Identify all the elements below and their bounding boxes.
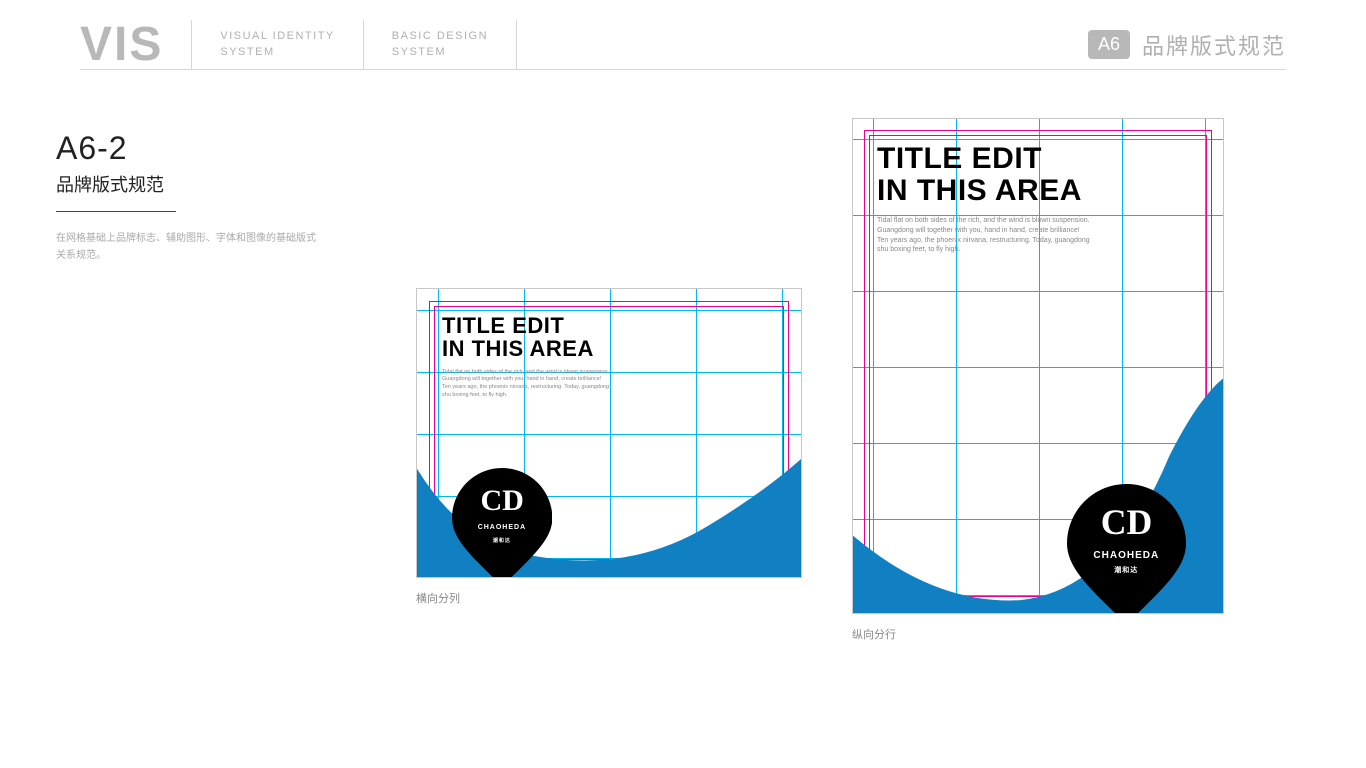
mockup-body-line3: Ten years ago, the phoenix nirvana, rest… xyxy=(442,384,609,392)
vis-logo: VIS xyxy=(80,20,192,70)
header-col2-line2: SYSTEM xyxy=(392,45,488,60)
svg-text:CD: CD xyxy=(480,483,523,517)
mockup-body-line3: Ten years ago, the phoenix nirvana, rest… xyxy=(877,236,1090,246)
mockup-body-line1: Tidal flat on both sides of the rich, an… xyxy=(877,216,1090,226)
header-col-basic: BASIC DESIGN SYSTEM xyxy=(364,20,517,70)
mockup-title: TITLE EDITIN THIS AREA xyxy=(877,143,1082,206)
mockup-body-line2: Guangdong will together with you, hand i… xyxy=(877,226,1090,236)
caption-vertical: 纵向分行 xyxy=(852,626,896,642)
mockup-title-line1: TITLE EDIT xyxy=(877,143,1082,175)
caption-horizontal: 横向分列 xyxy=(416,590,460,606)
header-col1-line2: SYSTEM xyxy=(220,45,334,60)
section-title: 品牌版式规范 xyxy=(1142,29,1286,61)
mockup-body: Tidal flat on both sides of the rich, an… xyxy=(442,369,609,400)
svg-text:CD: CD xyxy=(1101,502,1153,542)
layout-mockup-vertical: CD CHAOHEDA 潮和达 TITLE EDITIN THIS AREA Tidal… xyxy=(852,118,1224,614)
brand-name-cn: 潮和达 xyxy=(1067,565,1186,575)
mockup-title: TITLE EDITIN THIS AREA xyxy=(442,314,594,360)
page-code: A6-2 xyxy=(56,130,336,167)
layout-mockup-horizontal: CD CHAOHEDA 潮和达 TITLE EDITIN THIS AREA Tidal… xyxy=(416,288,802,578)
mockup-body-line1: Tidal flat on both sides of the rich, an… xyxy=(442,369,609,377)
page-description: 在网格基础上品牌标志、辅助图形、字体和图像的基础版式关系规范。 xyxy=(56,230,316,264)
header-col2-line1: BASIC DESIGN xyxy=(392,29,488,44)
header-col1-line1: VISUAL IDENTITY xyxy=(220,29,334,44)
brand-name-en: CHAOHEDA xyxy=(1067,550,1186,561)
brand-pin-icon: CD CHAOHEDA 潮和达 xyxy=(1067,484,1186,614)
mockup-title-line2: IN THIS AREA xyxy=(877,175,1082,207)
page-header: VIS VISUAL IDENTITY SYSTEM BASIC DESIGN … xyxy=(80,20,1286,70)
mockup-title-line1: TITLE EDIT xyxy=(442,314,594,337)
brand-name-en: CHAOHEDA xyxy=(452,524,552,531)
mockup-body: Tidal flat on both sides of the rich, an… xyxy=(877,216,1090,255)
header-right: A6 品牌版式规范 xyxy=(1088,29,1286,61)
section-badge: A6 xyxy=(1088,30,1130,59)
brand-name-cn: 潮和达 xyxy=(452,537,552,544)
mockup-body-line4: shu boxing feet, to fly high. xyxy=(877,245,1090,255)
brand-pin-icon: CD CHAOHEDA 潮和达 xyxy=(452,468,552,578)
header-col-vis: VISUAL IDENTITY SYSTEM xyxy=(192,20,363,70)
mockup-body-line4: shu boxing feet, to fly high. xyxy=(442,392,609,400)
sidebar: A6-2 品牌版式规范 在网格基础上品牌标志、辅助图形、字体和图像的基础版式关系… xyxy=(56,130,336,264)
mockup-title-line2: IN THIS AREA xyxy=(442,337,594,360)
page-subtitle: 品牌版式规范 xyxy=(56,171,176,212)
mockup-body-line2: Guangdong will together with you, hand i… xyxy=(442,376,609,384)
